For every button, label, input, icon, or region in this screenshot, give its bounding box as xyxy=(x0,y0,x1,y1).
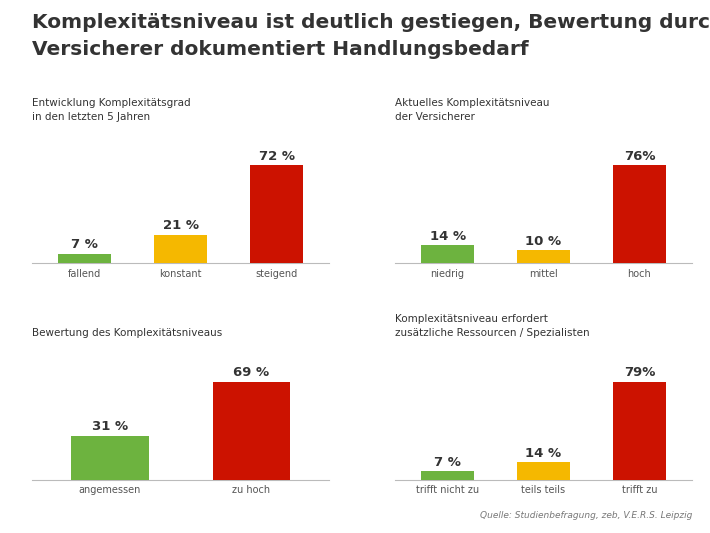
Bar xyxy=(154,235,207,263)
Text: 31 %: 31 % xyxy=(92,420,128,433)
Text: 21 %: 21 % xyxy=(163,219,199,232)
Text: Komplexitätsniveau erfordert
zusätzliche Ressourcen / Spezialisten: Komplexitätsniveau erfordert zusätzliche… xyxy=(395,314,589,338)
Text: 69 %: 69 % xyxy=(234,366,270,379)
Bar xyxy=(212,382,290,480)
Text: 7 %: 7 % xyxy=(71,238,98,251)
Text: Bewertung des Komplexitätsniveaus: Bewertung des Komplexitätsniveaus xyxy=(32,328,222,338)
Bar xyxy=(58,254,111,263)
Text: 10 %: 10 % xyxy=(525,235,562,248)
Bar xyxy=(613,382,666,480)
Bar xyxy=(517,462,570,480)
Text: Komplexitätsniveau ist deutlich gestiegen, Bewertung durch: Komplexitätsniveau ist deutlich gestiege… xyxy=(32,13,710,33)
Bar xyxy=(250,165,303,263)
Bar xyxy=(517,251,570,263)
Text: Entwicklung Komplexitätsgrad
in den letzten 5 Jahren: Entwicklung Komplexitätsgrad in den letz… xyxy=(32,98,190,122)
Text: 14 %: 14 % xyxy=(430,230,466,243)
Bar xyxy=(421,245,474,263)
Text: 72 %: 72 % xyxy=(258,150,295,163)
Text: 7 %: 7 % xyxy=(434,456,461,469)
Text: 14 %: 14 % xyxy=(525,447,562,460)
Bar xyxy=(421,471,474,480)
Text: 79%: 79% xyxy=(624,366,655,379)
Text: Aktuelles Komplexitätsniveau
der Versicherer: Aktuelles Komplexitätsniveau der Versich… xyxy=(395,98,550,122)
Text: Quelle: Studienbefragung, zeb, V.E.R.S. Leipzig: Quelle: Studienbefragung, zeb, V.E.R.S. … xyxy=(480,511,692,520)
Text: 76%: 76% xyxy=(623,150,655,163)
Bar xyxy=(613,165,666,263)
Bar xyxy=(71,435,149,480)
Text: Versicherer dokumentiert Handlungsbedarf: Versicherer dokumentiert Handlungsbedarf xyxy=(32,40,528,59)
